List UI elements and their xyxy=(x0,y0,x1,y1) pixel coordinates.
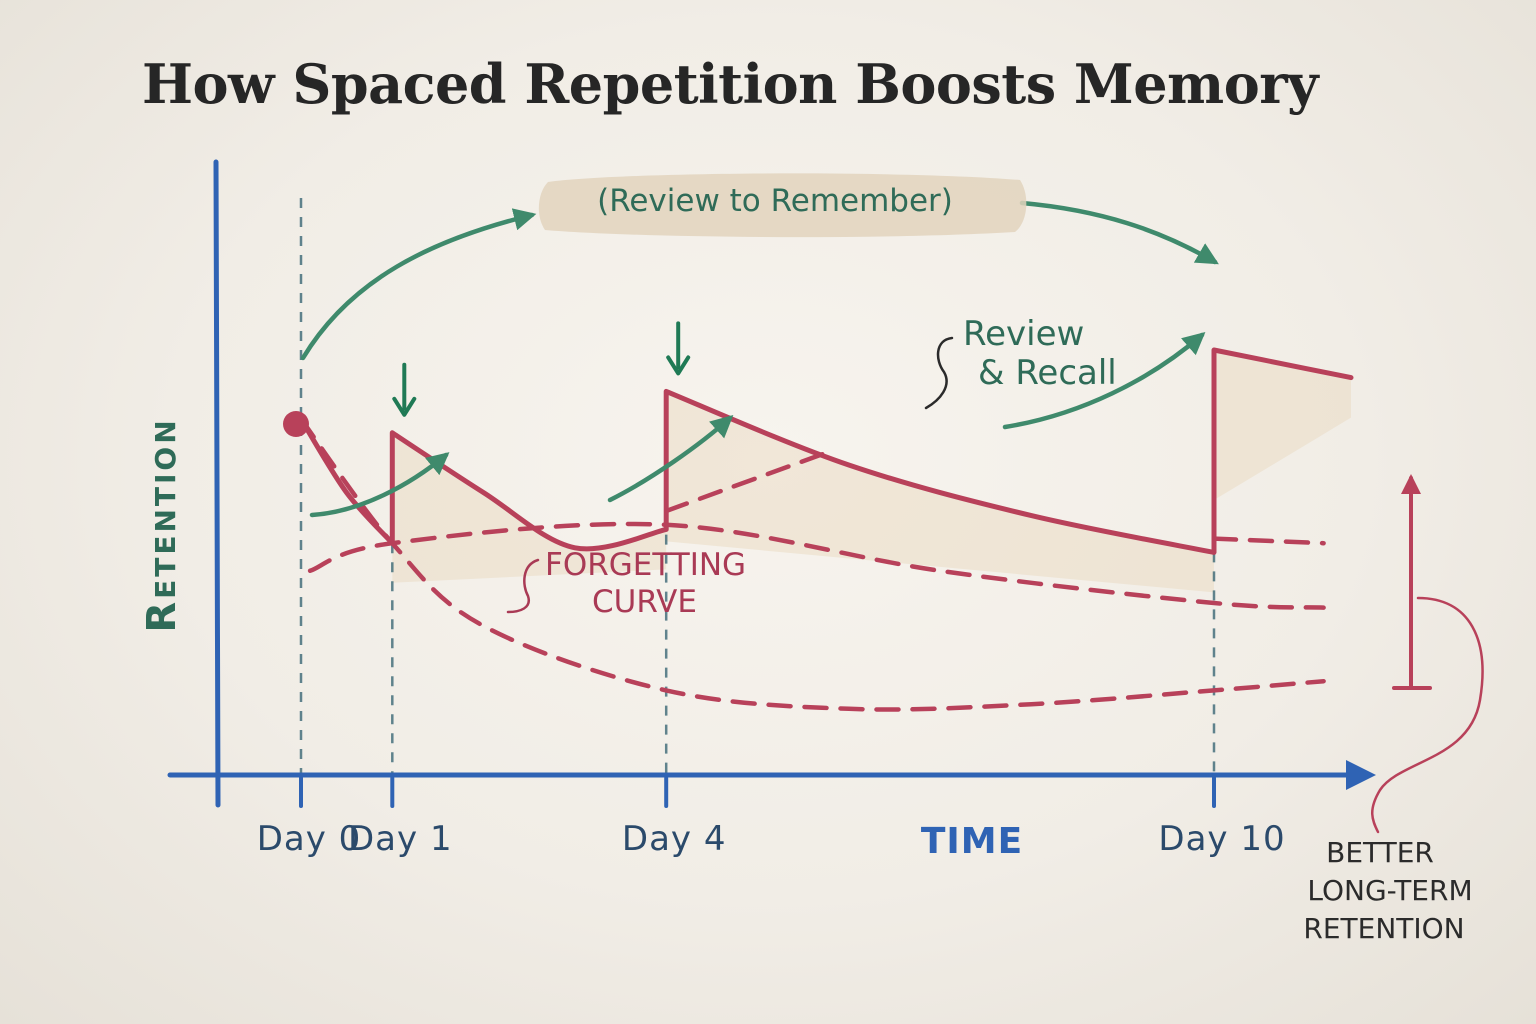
review-marker-head xyxy=(392,396,417,417)
y-axis xyxy=(213,159,221,808)
arrow-from-review-banner xyxy=(1019,200,1219,265)
retention-callout-line xyxy=(1371,596,1484,834)
x-axis-label: TIME xyxy=(921,821,1023,862)
shaded-region xyxy=(1214,350,1351,500)
forgetting-curve-dashed xyxy=(1211,536,1326,546)
review-recall-bracket xyxy=(924,336,954,410)
x-tick-label: Day 10 xyxy=(1158,819,1285,859)
series-lines xyxy=(298,347,1354,712)
shaded-region xyxy=(666,391,1214,593)
arrow-to-review-banner xyxy=(300,208,537,361)
long-term-retention-annotation: Better Long-Term Retention xyxy=(1303,474,1484,945)
forgetting-curve-dashed xyxy=(298,416,1326,712)
review-arrows xyxy=(300,200,1219,518)
review-to-remember-annotation: (Review to Remember) xyxy=(538,173,1027,238)
arrow-to-day-10 xyxy=(1002,332,1206,430)
forgetting-curve-bracket xyxy=(506,558,540,614)
forgetting-curve-line-1: Forgetting xyxy=(545,547,746,583)
review-recall-annotation: Review & Recall xyxy=(924,314,1117,410)
banner-text: (Review to Remember) xyxy=(597,183,953,219)
arrow-to-day-1 xyxy=(309,452,450,518)
review-marker xyxy=(666,321,691,376)
review-recall-line-2: & Recall xyxy=(978,353,1117,393)
review-recall-line-1: Review xyxy=(963,314,1084,354)
arrow-to-day-4 xyxy=(607,414,734,503)
forgetting-curve-dashed xyxy=(663,448,833,514)
forgetting-curve-dashed xyxy=(307,521,1326,610)
x-tick-label: Day 0 xyxy=(257,819,362,859)
banner-highlight xyxy=(538,173,1027,238)
retention-callout-line-2: Long-Term xyxy=(1307,874,1472,907)
shaded-regions xyxy=(392,350,1351,593)
review-marker xyxy=(392,362,417,417)
y-axis-label: Retention xyxy=(139,417,185,632)
forgetting-curve-line-2: Curve xyxy=(592,584,697,620)
x-tick-label: Day 4 xyxy=(622,819,727,859)
retention-callout-line-3: Retention xyxy=(1303,912,1464,945)
x-tick-label: Day 1 xyxy=(348,819,453,859)
retention-callout-line-1: Better xyxy=(1326,836,1434,869)
forgetting-curve-annotation: Forgetting Curve xyxy=(506,547,746,620)
review-markers xyxy=(392,321,691,417)
shaded-region xyxy=(392,432,667,583)
chart-title: How Spaced Repetition Boosts Memory xyxy=(142,52,1319,116)
day-guide-lines xyxy=(299,198,1216,775)
day-0-start-point xyxy=(283,411,309,437)
review-marker-head xyxy=(666,355,691,376)
